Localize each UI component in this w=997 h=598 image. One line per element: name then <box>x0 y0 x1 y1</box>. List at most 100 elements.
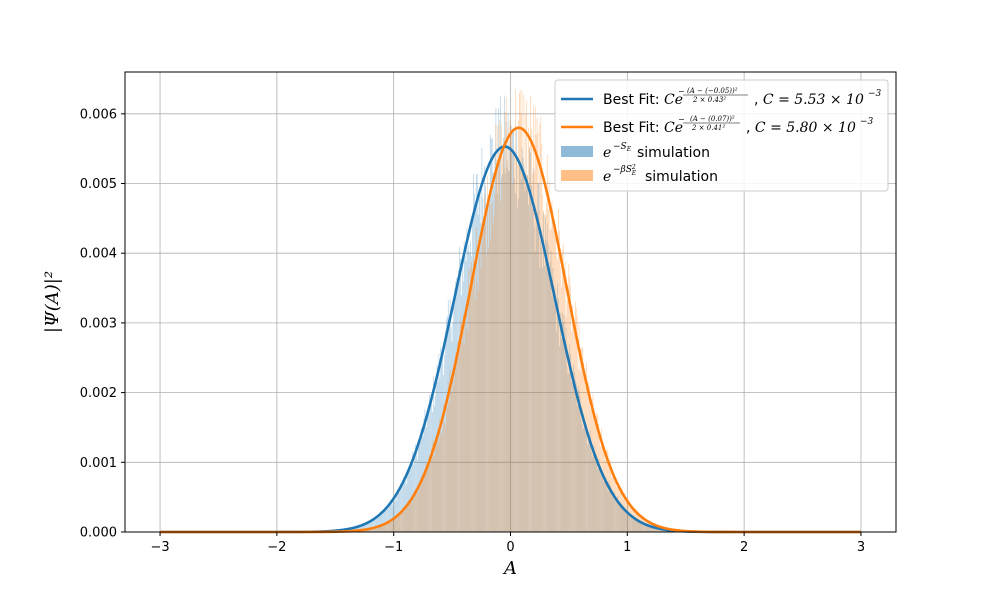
histogram-bar <box>531 128 532 532</box>
histogram-bar <box>460 322 462 532</box>
histogram-bar <box>492 172 494 532</box>
histogram-bar <box>476 282 478 532</box>
histogram-bar <box>443 374 444 532</box>
histogram-bar <box>630 515 631 532</box>
histogram-bar <box>608 467 610 532</box>
histogram-bar <box>629 501 630 532</box>
histogram-bar <box>517 207 518 532</box>
histogram-bar <box>527 175 529 533</box>
histogram-bar <box>543 210 544 532</box>
histogram-bar <box>387 507 388 532</box>
histogram-bar <box>522 168 524 532</box>
histogram-bar <box>460 295 462 532</box>
histogram-bar <box>571 330 572 532</box>
histogram-bar <box>524 175 526 532</box>
histogram-bar <box>561 249 563 533</box>
histogram-bar <box>627 497 629 532</box>
histogram-bar <box>661 529 663 532</box>
histogram-bar <box>566 366 568 532</box>
histogram-bar <box>489 189 490 532</box>
x-tick-label: −3 <box>150 540 169 555</box>
histogram-bar <box>559 346 560 532</box>
histogram-bar <box>392 520 394 532</box>
y-tick-label: 0.004 <box>80 247 117 262</box>
histogram-bar <box>609 459 611 532</box>
histogram-bar <box>414 491 415 532</box>
histogram-bar <box>396 496 398 532</box>
histogram-bar <box>448 403 450 532</box>
histogram-bar <box>405 505 407 532</box>
histogram-bar <box>525 184 527 532</box>
histogram-bar <box>642 523 643 532</box>
histogram-bar <box>596 412 598 532</box>
histogram-bar <box>585 426 586 532</box>
histogram-bar <box>563 314 565 532</box>
histogram-bar <box>478 256 480 532</box>
histogram-bar <box>489 203 490 533</box>
histogram-bar <box>622 498 624 532</box>
histogram-bar <box>572 305 573 532</box>
histogram-bar <box>611 494 613 532</box>
histogram-bar <box>469 293 471 532</box>
histogram-bar <box>598 423 600 532</box>
histogram-bar <box>599 433 600 532</box>
histogram-bar <box>537 183 539 533</box>
histogram-bar <box>595 422 597 532</box>
histogram-bar <box>385 507 386 532</box>
histogram-bar <box>646 521 647 532</box>
histogram-bar <box>460 258 461 532</box>
histogram-bar <box>646 524 648 532</box>
histogram-bar <box>467 250 469 532</box>
histogram-bar <box>533 170 535 532</box>
histogram-bar <box>628 500 629 532</box>
histogram-bar <box>357 526 358 532</box>
histogram-bar <box>431 412 433 532</box>
histogram-bar <box>537 132 539 532</box>
histogram-bar <box>577 386 579 532</box>
histogram-bar <box>442 430 443 532</box>
histogram-bar <box>435 436 437 532</box>
histogram-bar <box>516 159 517 532</box>
histogram-bar <box>601 468 602 532</box>
histogram-bar <box>453 300 455 532</box>
histogram-bar <box>603 476 605 532</box>
histogram-bar <box>632 509 634 532</box>
histogram-bar <box>583 362 585 532</box>
histogram-bar <box>578 390 580 532</box>
histogram-bar <box>631 508 633 532</box>
histogram-bar <box>364 523 366 532</box>
histogram-bar <box>484 194 486 532</box>
histogram-bar <box>463 241 465 533</box>
histogram-bar <box>567 374 569 532</box>
histogram-bar <box>474 193 475 532</box>
legend-exponent-den-1: 2 × 0.43² <box>692 96 726 104</box>
histogram-bar <box>575 308 577 532</box>
histogram-bar <box>441 435 443 532</box>
histogram-bar <box>651 527 653 532</box>
histogram-bar <box>572 383 573 532</box>
histogram-bar <box>456 277 457 532</box>
histogram-bar <box>389 505 390 532</box>
histogram-bar <box>565 316 567 532</box>
histogram-bar <box>581 347 583 532</box>
histogram-bar <box>394 516 396 532</box>
histogram-bar <box>386 509 387 532</box>
histogram-bar <box>498 171 500 532</box>
legend-swatch-hist-2 <box>561 170 593 181</box>
histogram-bar <box>523 165 525 532</box>
histogram-bar <box>443 404 444 532</box>
histogram-bar <box>445 330 446 532</box>
histogram-bar <box>612 476 614 532</box>
histogram-bar <box>459 246 460 532</box>
y-tick-label: 0.006 <box>80 107 117 122</box>
histogram-bar <box>371 520 372 532</box>
histogram-bar <box>631 507 632 532</box>
histogram-bar <box>638 519 640 532</box>
histogram-bar <box>617 482 618 532</box>
histogram-bar <box>445 424 446 532</box>
histogram-bar <box>402 483 403 532</box>
histogram-bar <box>613 473 614 532</box>
histogram-bar <box>474 206 476 532</box>
histogram-bar <box>377 515 379 532</box>
histogram-bar <box>635 517 637 532</box>
